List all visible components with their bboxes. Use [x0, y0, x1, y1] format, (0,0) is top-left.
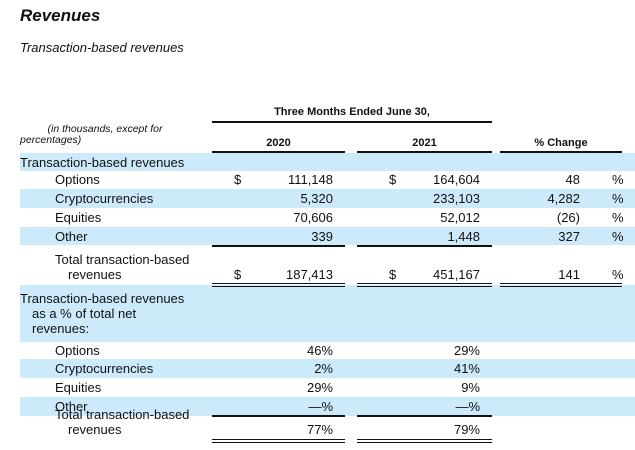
- row-label: revenues:: [32, 321, 90, 336]
- value-2021: 1,448: [447, 228, 480, 244]
- header-rule-2020: [212, 151, 345, 153]
- percent-change: (26): [556, 210, 580, 225]
- value-2020: 70,606: [293, 210, 333, 225]
- row-label: Cryptocurrencies: [55, 191, 154, 206]
- total-double-rule-2020: [212, 283, 345, 287]
- total-double-rule-change: [500, 283, 622, 287]
- table-row: Equities 29% 9%: [20, 378, 635, 397]
- value-2020: 77%: [306, 422, 333, 437]
- column-header-2021: 2021: [412, 137, 437, 149]
- percent-change: 4,282: [547, 191, 580, 206]
- row-label: Transaction-based revenues: [20, 291, 185, 306]
- table-row: Cryptocurrencies 5,320 233,103 4,282%: [20, 189, 635, 208]
- value-2021: 9%: [461, 380, 480, 395]
- currency-symbol: $: [234, 267, 242, 282]
- percent-change: 327: [558, 228, 580, 244]
- value-2020: 5,320: [300, 191, 333, 206]
- value-2020: 111,148: [287, 172, 333, 187]
- percent-sign: %: [612, 228, 624, 244]
- row-label: revenues: [68, 267, 122, 282]
- value-2021: —%: [455, 399, 480, 414]
- value-2020: 46%: [306, 343, 333, 358]
- percent-change: 48: [565, 172, 580, 187]
- total-double-rule-2021: [357, 283, 492, 287]
- units-note-line1: (in thousands, except for: [47, 123, 163, 135]
- percent-sign: %: [612, 191, 624, 206]
- page-subtitle: Transaction-based revenues: [20, 40, 184, 55]
- units-note-line2: percentages): [20, 134, 82, 146]
- currency-symbol: $: [389, 172, 397, 187]
- total-row: Total transaction-based revenues $187,413 $…: [20, 246, 635, 284]
- section-header-row: Transaction-based revenues as a % of tota…: [20, 285, 635, 342]
- value-2021: 79%: [453, 422, 480, 437]
- row-label: Options: [55, 172, 100, 187]
- page-title: Revenues: [20, 6, 101, 25]
- table-row: Options 46% 29%: [20, 342, 635, 359]
- value-2020: 187,413: [286, 267, 333, 282]
- subtotal-rule-2020: [212, 245, 345, 247]
- header-rule-change: [500, 151, 622, 153]
- value-2020: 2%: [314, 361, 333, 376]
- row-label: Equities: [55, 210, 102, 225]
- value-2021: 52,012: [440, 210, 480, 225]
- section-header-row: Transaction-based revenues: [20, 153, 635, 171]
- value-2021: 41%: [453, 361, 480, 376]
- row-label: revenues: [68, 422, 122, 437]
- value-2020: —%: [308, 399, 333, 414]
- percent-change: 141: [558, 267, 580, 282]
- subtotal-rule-2021: [357, 245, 492, 247]
- table-row: Other —% —%: [20, 397, 635, 416]
- subtotal-rule-2020: [212, 415, 345, 417]
- value-2020: 29%: [306, 380, 333, 395]
- table-row: Options $111,148 $164,604 48%: [20, 170, 635, 189]
- table-row: Equities 70,606 52,012 (26)%: [20, 208, 635, 227]
- row-label: Transaction-based revenues: [20, 154, 185, 170]
- currency-symbol: $: [234, 172, 242, 187]
- currency-symbol: $: [389, 267, 397, 282]
- value-2021: 164,604: [433, 172, 480, 187]
- column-header-2020: 2020: [266, 137, 291, 149]
- percent-sign: %: [612, 172, 624, 187]
- header-rule-2021: [357, 151, 492, 153]
- row-label: Options: [55, 343, 100, 358]
- percent-sign: %: [612, 267, 624, 282]
- row-label: Cryptocurrencies: [55, 361, 154, 376]
- value-2021: 29%: [453, 343, 480, 358]
- value-2021: 233,103: [433, 191, 480, 206]
- row-label: Total transaction-based: [55, 252, 190, 267]
- total-double-rule-2021: [357, 439, 492, 443]
- value-2020: 339: [311, 228, 333, 244]
- row-label: Equities: [55, 380, 102, 395]
- total-double-rule-2020: [212, 439, 345, 443]
- column-header-change: % Change: [534, 137, 588, 149]
- row-label: Total transaction-based: [55, 407, 190, 422]
- row-label: as a % of total net: [32, 306, 137, 321]
- table-row: Other 339 1,448 327%: [20, 227, 635, 245]
- total-row: Total transaction-based revenues 77% 79%: [20, 407, 635, 439]
- period-header: Three Months Ended June 30,: [274, 106, 430, 118]
- percent-sign: %: [612, 210, 624, 225]
- period-header-rule: [212, 121, 492, 123]
- row-label: Other: [55, 399, 88, 414]
- value-2021: 451,167: [433, 267, 480, 282]
- subtotal-rule-2021: [357, 415, 492, 417]
- row-label: Other: [55, 228, 88, 244]
- table-row: Cryptocurrencies 2% 41%: [20, 359, 635, 378]
